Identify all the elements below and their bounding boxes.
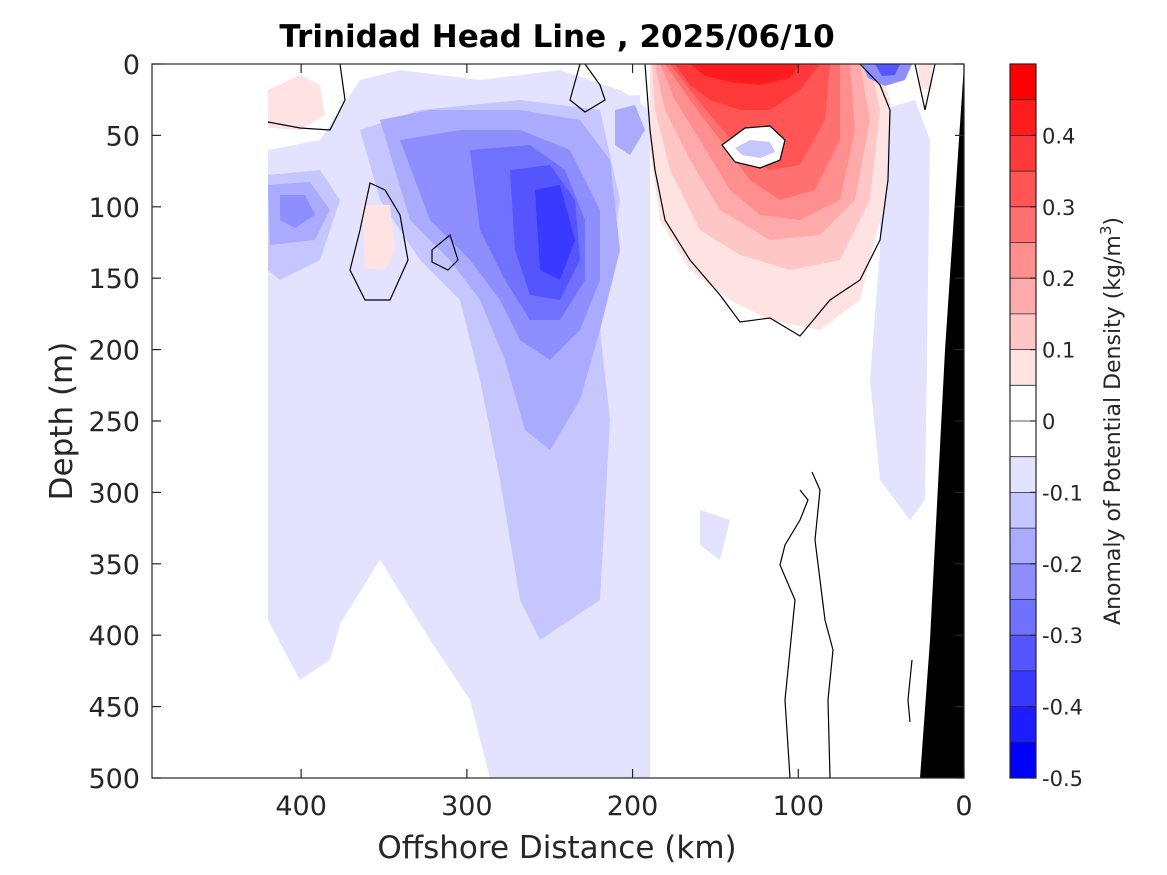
- colorbar-label-main: Anomaly of Potential Density (kg/m: [1101, 235, 1126, 625]
- colorbar-level-swatch: [1010, 349, 1036, 386]
- colorbar: 0.4 0.3 0.2 0.1 0 -0.1 -0.2 -0.3 -0.4 -0.5: [1009, 63, 1083, 791]
- colorbar-level-swatch: [1010, 99, 1036, 136]
- colorbar-tick-label: -0.2: [1042, 553, 1083, 577]
- colorbar-tick-label: 0.2: [1042, 267, 1075, 291]
- colorbar-level-swatch: [1010, 313, 1036, 350]
- zero-contour: [914, 64, 936, 111]
- colorbar-level-swatch: [1010, 278, 1036, 314]
- y-axis-ticks: 0 50 100 150 200 250 300 350 400 450 500: [88, 50, 964, 795]
- y-tick-label: 350: [88, 550, 140, 581]
- colorbar-tick-label: 0.3: [1042, 196, 1075, 220]
- anomaly-level-minus-0.4-region: [535, 185, 575, 280]
- colorbar-level-swatch: [1010, 528, 1036, 564]
- zero-contour: [569, 64, 606, 113]
- y-tick-label: 250: [88, 407, 140, 438]
- colorbar-level-swatch: [1010, 64, 1036, 100]
- anomaly-level-minus-0.2-region: [615, 105, 645, 155]
- colorbar-level-swatch: [1010, 421, 1036, 457]
- chart-title: Trinidad Head Line , 2025/06/10: [279, 19, 834, 55]
- colorbar-level-swatch: [1010, 171, 1036, 207]
- y-tick-label: 300: [88, 478, 140, 509]
- colorbar-tick-label: 0: [1042, 410, 1055, 434]
- anomaly-level-minus-0.1-region: [700, 510, 730, 560]
- colorbar-label-superscript: 3: [1097, 226, 1115, 236]
- x-tick-label: 200: [607, 791, 659, 822]
- anomaly-field: [267, 64, 964, 778]
- shelf-bathymetry: [920, 64, 964, 778]
- zero-contour: [349, 182, 409, 301]
- zero-contour: [644, 64, 891, 337]
- colorbar-tick-label: -0.4: [1042, 696, 1083, 720]
- colorbar-level-swatch: [1010, 492, 1036, 529]
- colorbar-level-swatch: [1010, 706, 1036, 743]
- colorbar-tick-label: -0.3: [1042, 624, 1083, 648]
- anomaly-level-plus-0.1-region: [362, 205, 395, 270]
- x-tick-label: 300: [441, 791, 493, 822]
- x-tick-label: 400: [275, 791, 327, 822]
- zero-contour: [779, 489, 809, 778]
- y-tick-label: 500: [88, 764, 140, 795]
- colorbar-level-swatch: [1010, 635, 1036, 671]
- colorbar-tick-label: -0.5: [1042, 767, 1083, 791]
- colorbar-tick-label: -0.1: [1042, 481, 1083, 505]
- colorbar-level-swatch: [1010, 563, 1036, 600]
- zero-contour: [811, 471, 834, 778]
- x-tick-label: 100: [773, 791, 825, 822]
- plot-area: 400 300 200 100 0 0 50 100 150 200 250 300 350 400 45…: [88, 50, 972, 822]
- colorbar-level-swatch: [1010, 670, 1036, 707]
- colorbar-tick-label: 0.4: [1042, 124, 1075, 148]
- zero-contour: [721, 125, 786, 169]
- x-axis-label: Offshore Distance (km): [377, 830, 736, 866]
- zero-contour: [907, 659, 913, 723]
- colorbar-label: Anomaly of Potential Density (kg/m3): [1097, 217, 1126, 625]
- y-tick-label: 400: [88, 621, 140, 652]
- colorbar-level-swatch: [1010, 242, 1036, 279]
- colorbar-level-swatch: [1010, 456, 1036, 493]
- x-axis-ticks: 400 300 200 100 0: [275, 64, 973, 822]
- zero-contour: [267, 64, 346, 131]
- negative-eddy-region: [735, 140, 775, 158]
- zero-contour: [431, 233, 459, 271]
- y-tick-label: 450: [88, 693, 140, 724]
- y-tick-label: 200: [88, 336, 140, 367]
- anomaly-level-minus-0.4-region: [875, 64, 900, 76]
- colorbar-label-suffix: ): [1101, 217, 1126, 226]
- colorbar-level-swatch: [1010, 385, 1036, 421]
- anomaly-level-plus-0.1-region: [918, 64, 932, 90]
- y-tick-label: 50: [106, 121, 140, 152]
- colorbar-tick-label: 0.1: [1042, 339, 1075, 363]
- y-tick-label: 100: [88, 193, 140, 224]
- anomaly-level-plus-0.1-region: [268, 75, 325, 130]
- y-tick-label: 0: [123, 50, 140, 81]
- colorbar-level-swatch: [1010, 742, 1036, 778]
- y-axis-label: Depth (m): [44, 342, 80, 501]
- y-tick-label: 150: [88, 264, 140, 295]
- colorbar-level-swatch: [1010, 135, 1036, 172]
- anomaly-level-plus-0.4-region: [690, 64, 800, 85]
- anomaly-level-minus-0.3-region: [280, 195, 315, 228]
- x-tick-label: 0: [955, 791, 972, 822]
- zero-contour-lines: [267, 64, 936, 778]
- colorbar-level-swatch: [1010, 206, 1036, 243]
- colorbar-level-swatch: [1010, 599, 1036, 636]
